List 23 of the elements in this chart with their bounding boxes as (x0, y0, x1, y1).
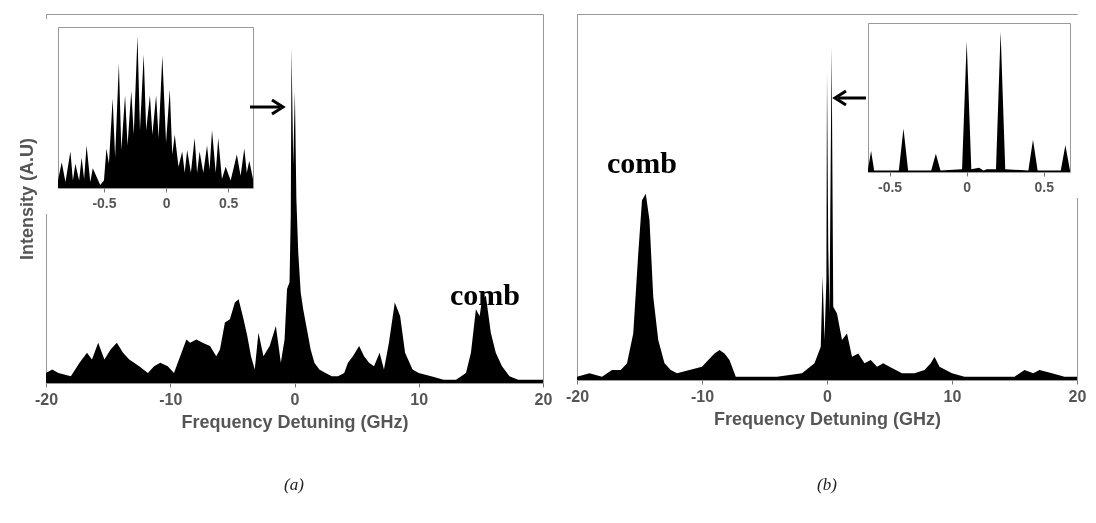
text: (b) (817, 475, 837, 495)
x-tick-label: -20 (565, 387, 590, 405)
y-axis-title: Intensity (A.U) (16, 137, 37, 261)
x-tick-label: 10 (943, 387, 962, 405)
x-tick-label: 0 (823, 387, 833, 405)
x-tick-label: 20 (534, 390, 553, 408)
x-tick-label: 0 (290, 390, 300, 408)
x-tick-label: 0.5 (1034, 178, 1055, 195)
x-tick-label: 20 (1068, 387, 1087, 405)
x-tick-label: -0.5 (878, 178, 903, 195)
text: (a) (284, 475, 304, 495)
x-tick-label: 0.5 (218, 194, 239, 211)
x-axis-title: Frequency Detuning (GHz) (181, 411, 409, 432)
x-tick-label: -10 (690, 387, 715, 405)
x-tick-label: -20 (34, 390, 59, 408)
annotation: comb (607, 146, 677, 179)
x-tick-label: 10 (410, 390, 429, 408)
annotation: comb (450, 278, 520, 311)
x-tick-label: -10 (159, 390, 183, 408)
x-axis-title: Frequency Detuning (GHz) (713, 408, 942, 429)
x-tick-label: 0 (963, 178, 972, 195)
x-tick-label: 0 (162, 194, 171, 211)
x-tick-label: -0.5 (92, 194, 117, 211)
